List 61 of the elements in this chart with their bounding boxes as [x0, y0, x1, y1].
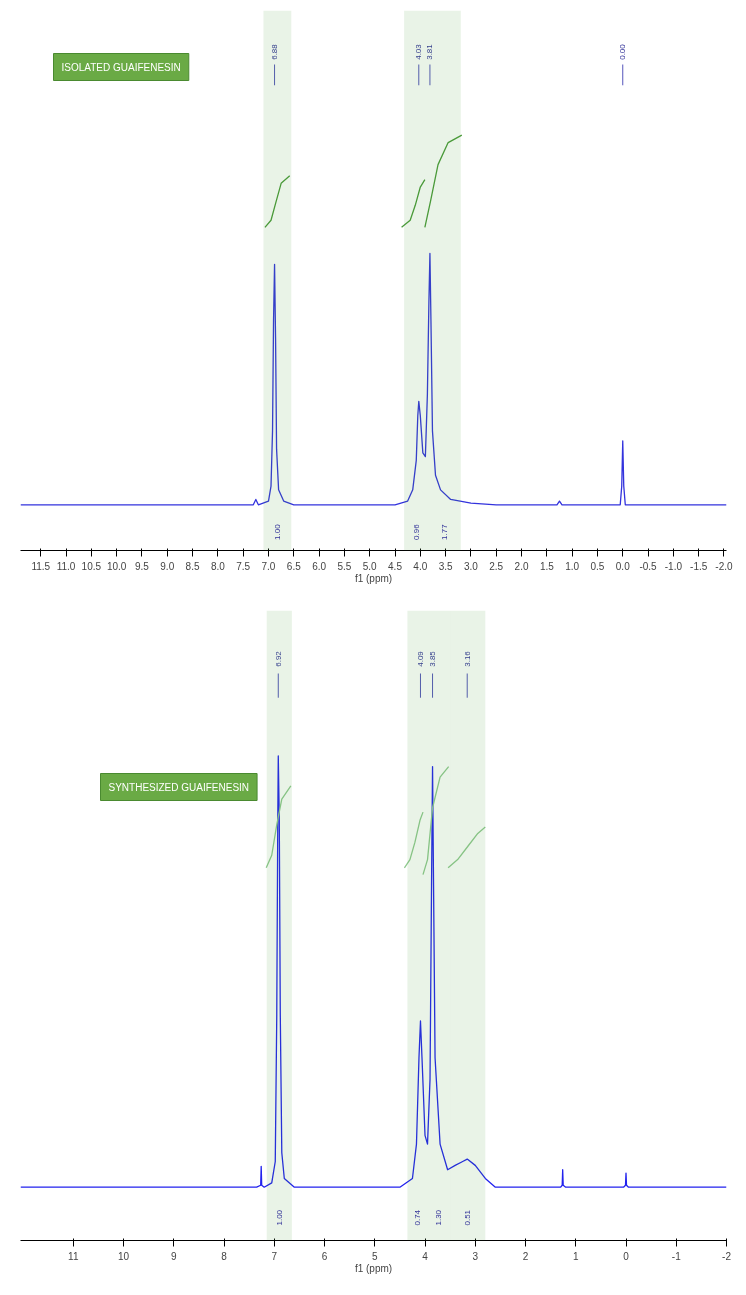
x-tick-label: 6: [321, 1250, 328, 1262]
x-tick-label: 6.5: [286, 560, 302, 572]
x-tick-label: 3.5: [438, 560, 454, 572]
x-tick-label: 6.0: [312, 560, 327, 572]
annotation: 3.81: [425, 43, 435, 60]
x-tick-label: 7.0: [261, 560, 276, 572]
x-tick-label: 0.0: [615, 560, 631, 572]
band-label: 1.30: [434, 1209, 444, 1226]
annotation: 3.85: [428, 650, 438, 667]
x-tick-label: 8: [221, 1250, 228, 1262]
x-tick-label: 1.0: [565, 560, 580, 572]
band-label: 1.00: [272, 523, 282, 540]
x-tick-label: 3.0: [463, 560, 479, 572]
x-tick-label: 9.0: [160, 560, 175, 572]
x-tick-label: 4.0: [413, 560, 428, 572]
annotation: 3.16: [462, 650, 472, 667]
x-tick-label: 7.5: [236, 560, 251, 572]
annotation: 4.09: [415, 650, 425, 667]
x-tick-label: 1: [572, 1250, 579, 1262]
band-label: 0.51: [463, 1209, 473, 1226]
x-tick-label: 2.5: [489, 560, 504, 572]
x-tick-label: 8.5: [185, 560, 200, 572]
x-tick-label: 10.0: [106, 560, 127, 572]
x-tick-label: 11: [68, 1250, 79, 1262]
x-axis-title: f1 (ppm): [354, 572, 393, 584]
annotation: 0.00: [618, 43, 628, 60]
x-tick-label: 11.0: [56, 560, 76, 572]
x-tick-label: 9: [170, 1250, 177, 1262]
x-tick-label: 2: [522, 1250, 529, 1262]
annotation: 6.88: [270, 43, 280, 60]
x-tick-label: 4.5: [388, 560, 403, 572]
x-tick-label: 5.0: [362, 560, 378, 572]
x-tick-label: 11.5: [31, 560, 51, 572]
text: SYNTHESIZED GUAIFENESIN: [108, 781, 250, 793]
x-tick-label: 2.0: [514, 560, 529, 572]
x-tick-label: -0.5: [639, 560, 658, 572]
x-tick-label: -2.0: [715, 560, 734, 572]
x-tick-label: 4: [422, 1250, 429, 1262]
x-tick-label: 1.5: [539, 560, 555, 572]
band-label: 1.00: [274, 1209, 284, 1226]
x-tick-label: -1.5: [690, 560, 708, 572]
x-tick-label: 5: [371, 1250, 378, 1262]
x-tick-label: 7: [271, 1250, 278, 1262]
x-tick-label: 8.0: [210, 560, 226, 572]
x-tick-label: 10.5: [81, 560, 102, 572]
x-tick-label: -1.0: [664, 560, 683, 572]
x-tick-label: 5.5: [337, 560, 352, 572]
x-tick-label: 0: [623, 1250, 630, 1262]
chart-title: ISOLATED GUAIFENESIN: [61, 61, 181, 73]
band-label: 1.77: [439, 523, 449, 540]
x-tick-label: -1: [671, 1250, 682, 1262]
x-tick-label: 10: [117, 1250, 130, 1262]
annotation: 6.92: [273, 650, 283, 667]
x-tick-label: 9.5: [135, 560, 150, 572]
x-tick-label: 3: [472, 1250, 479, 1262]
x-axis-title: f1 (ppm): [354, 1262, 393, 1274]
x-tick-label: -2: [722, 1250, 732, 1262]
band-label: 0.96: [411, 523, 421, 540]
x-tick-label: 0.5: [590, 560, 605, 572]
band-label: 0.74: [412, 1209, 422, 1226]
annotation: 4.03: [414, 43, 424, 60]
